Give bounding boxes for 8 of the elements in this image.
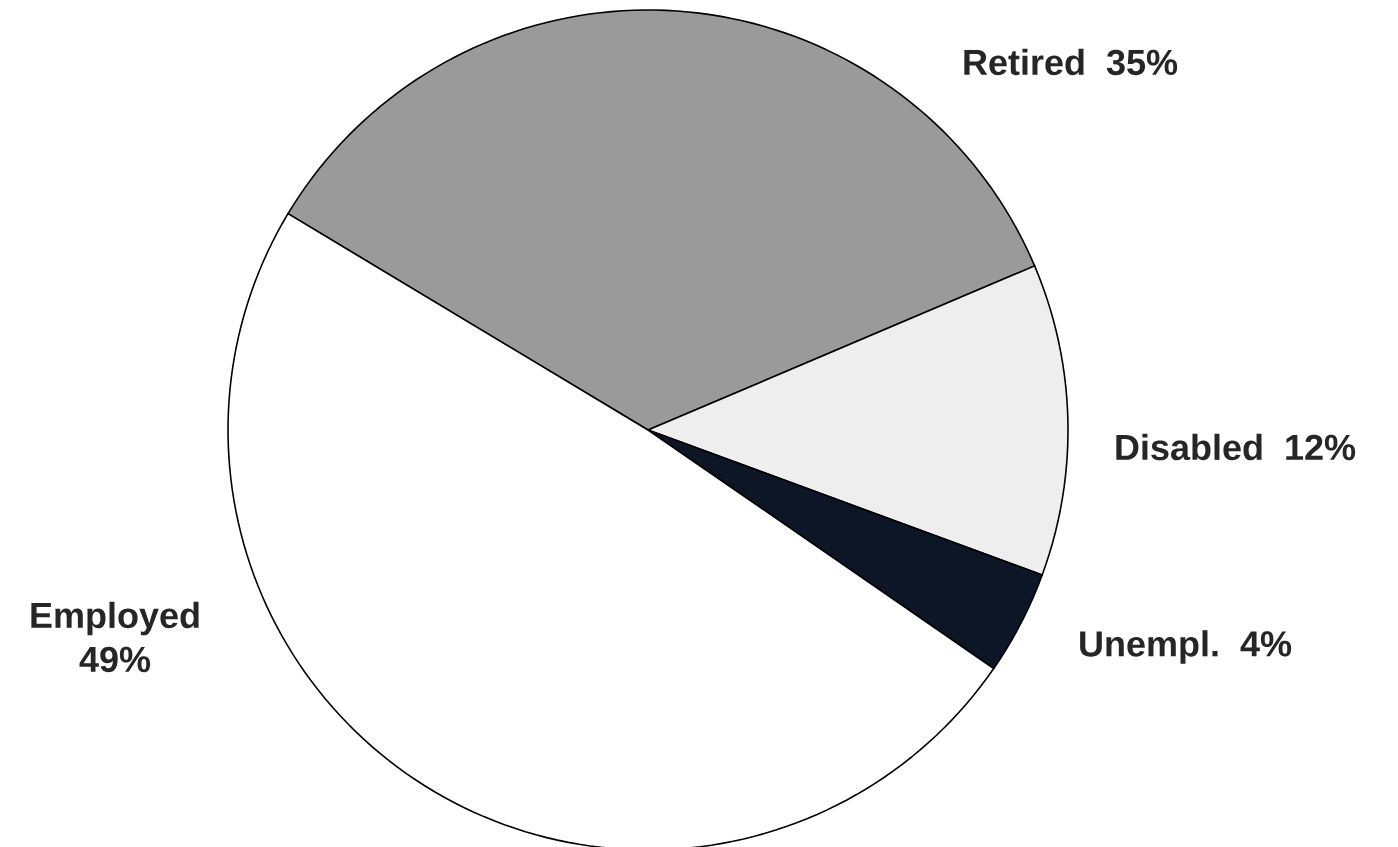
slice-label: Retired	[964, 48, 1084, 76]
data-label: 35%	[1106, 49, 1178, 76]
data-label: 4%	[1240, 631, 1292, 657]
data-label: 49%	[79, 646, 151, 673]
data-label: 12%	[1286, 434, 1356, 461]
slice-label: Employed	[31, 601, 199, 636]
slice-label: Unempl.	[1080, 630, 1218, 664]
slice-label: Disabled	[1116, 433, 1262, 461]
